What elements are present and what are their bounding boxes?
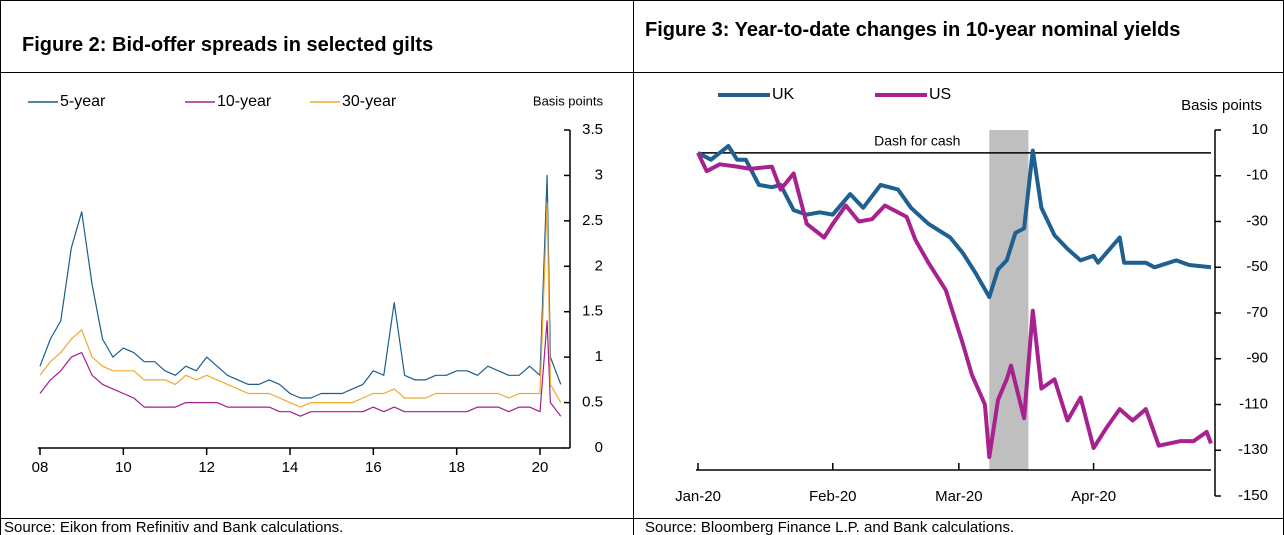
figure-title: Figure 2: Bid-offer spreads in selected … [22, 34, 434, 56]
y-tick-label: -10 [1246, 167, 1268, 184]
x-tick-label: 10 [115, 459, 132, 476]
y-tick-label: 2.5 [582, 212, 603, 229]
x-tick-label: 18 [448, 459, 465, 476]
x-tick-label: 16 [365, 459, 382, 476]
y-tick-label: 1.5 [582, 303, 603, 320]
series-line [39, 320, 562, 417]
figure-title: Figure 3: Year-to-date changes in 10-yea… [645, 19, 1181, 41]
x-tick-label: Apr-20 [1071, 488, 1116, 505]
legend-label: UK [772, 86, 795, 103]
y-axis-unit: Basis points [1181, 97, 1262, 114]
series-line [697, 144, 1212, 299]
annotation: Dash for cash [874, 133, 960, 149]
x-tick-label: 08 [32, 459, 49, 476]
x-tick-label: 12 [198, 459, 215, 476]
y-tick-label: -30 [1246, 212, 1268, 229]
x-tick-label: Feb-20 [809, 488, 857, 505]
series-line [39, 202, 562, 408]
y-tick-label: 1 [595, 348, 603, 365]
y-tick-label: 10 [1251, 121, 1268, 138]
y-tick-label: -70 [1246, 304, 1268, 321]
x-tick-label: 14 [282, 459, 299, 476]
x-tick-label: Jan-20 [675, 488, 721, 505]
source-note: Source: Bloomberg Finance L.P. and Bank … [645, 519, 1015, 535]
y-tick-label: -110 [1239, 395, 1268, 412]
legend-label: 10-year [217, 93, 272, 110]
legend-label: US [929, 86, 951, 103]
x-tick-label: 20 [532, 459, 549, 476]
y-tick-label: 3.5 [582, 121, 603, 138]
y-tick-label: -90 [1246, 350, 1268, 367]
y-tick-label: 2 [595, 257, 603, 274]
legend-label: 30-year [342, 93, 397, 110]
y-tick-label: 0 [595, 439, 603, 456]
y-axis-unit: Basis points [533, 93, 604, 108]
y-tick-label: -150 [1238, 487, 1268, 504]
y-tick-label: -50 [1246, 258, 1268, 275]
y-tick-label: 3 [595, 166, 603, 183]
series-line [696, 152, 1213, 460]
x-tick-label: Mar-20 [935, 488, 983, 505]
source-note: Source: Eikon from Refinitiv and Bank ca… [4, 519, 344, 535]
legend-label: 5-year [60, 93, 106, 110]
y-tick-label: -130 [1238, 441, 1268, 458]
y-tick-label: 0.5 [582, 394, 603, 411]
series-line [39, 174, 562, 399]
